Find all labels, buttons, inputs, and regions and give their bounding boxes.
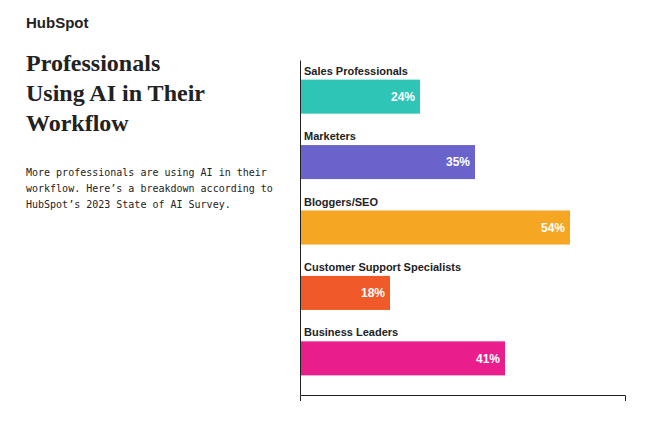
bar <box>300 276 390 310</box>
bar <box>300 341 505 375</box>
x-axis-line <box>301 396 626 402</box>
y-axis: Sales Professionals Marketers Bloggers/SEO… <box>301 61 462 396</box>
y-tick: Bloggers/SEO <box>304 195 378 207</box>
y-tick: Business Leaders <box>304 326 398 338</box>
data-label: 35% <box>446 155 470 169</box>
data-label: 41% <box>476 352 500 366</box>
bar <box>300 80 420 114</box>
annotation: HubSpot <box>26 14 88 31</box>
y-tick-label: Customer Support Specialists <box>304 261 461 273</box>
y-tick-label: Business Leaders <box>304 326 398 338</box>
data-label: 24% <box>391 90 415 104</box>
y-tick-label: Bloggers/SEO <box>304 195 378 207</box>
y-tick: Customer Support Specialists <box>304 261 461 273</box>
y-tick-label: Sales Professionals <box>304 65 408 77</box>
data-label: 18% <box>361 286 385 300</box>
bars <box>300 80 570 376</box>
title: Professionals Using AI in Their Workflow <box>26 48 286 138</box>
y-tick: Marketers <box>304 130 356 142</box>
y-tick: Sales Professionals <box>304 65 408 77</box>
bar <box>300 210 570 244</box>
subtitle: More professionals are using AI in their… <box>26 165 291 213</box>
chart-page: HubSpot Professionals Using AI in Their W… <box>0 0 650 433</box>
x-axis <box>301 396 626 402</box>
chart-svg: Sales Professionals Marketers Bloggers/SEO… <box>0 0 650 433</box>
data-label: 54% <box>541 221 565 235</box>
y-tick-label: Marketers <box>304 130 356 142</box>
data-labels: 24% 35% 54% 18% 41% <box>361 90 565 366</box>
bar <box>300 145 475 179</box>
y-axis-line <box>300 61 301 396</box>
